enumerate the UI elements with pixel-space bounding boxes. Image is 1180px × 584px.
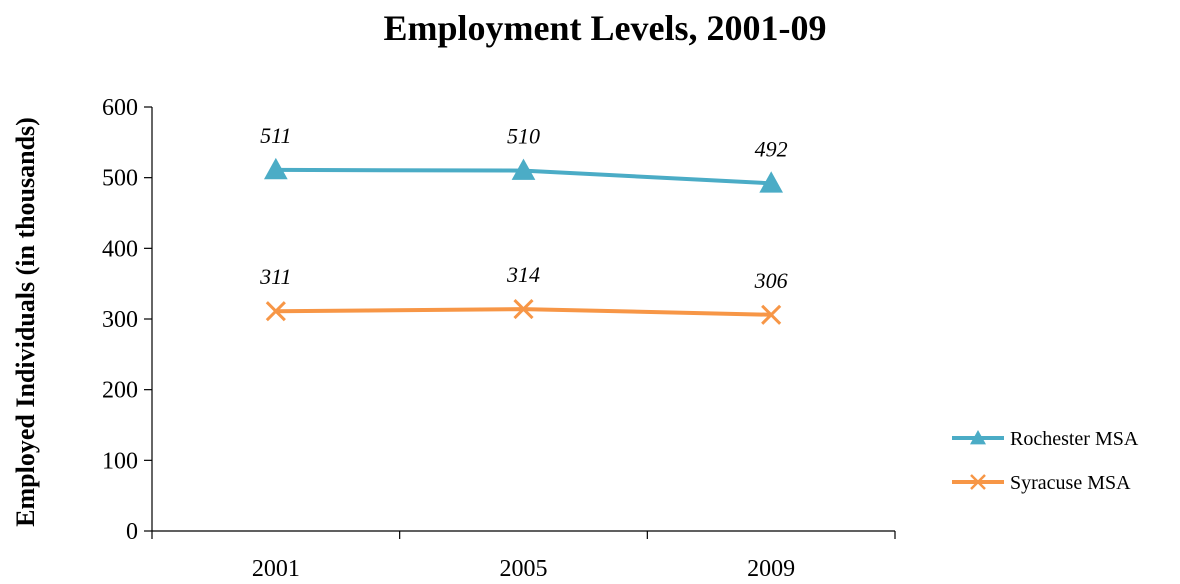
data-label-syracuse-msa: 306	[754, 268, 788, 293]
x-tick-label: 2001	[252, 556, 300, 582]
data-point-rochester-msa	[511, 158, 536, 180]
x-tick-label: 2005	[500, 556, 548, 582]
legend-label-rochester-msa: Rochester MSA	[1010, 428, 1139, 450]
data-label-syracuse-msa: 311	[259, 264, 291, 289]
chart-title: Employment Levels, 2001-09	[384, 8, 827, 48]
legend-item-syracuse-msa: Syracuse MSA	[952, 472, 1131, 494]
data-label-syracuse-msa: 314	[506, 262, 540, 287]
data-point-syracuse-msa-stroke	[265, 301, 286, 322]
series-syracuse-msa: 311 314 306	[259, 262, 788, 325]
data-point-rochester-msa	[759, 171, 784, 193]
y-axis-label: Employed Individuals (in thousands)	[11, 117, 40, 527]
y-tick-label: 0	[126, 519, 138, 545]
data-label-rochester-msa: 492	[755, 136, 788, 161]
y-tick-label: 100	[102, 448, 138, 474]
legend-label-syracuse-msa: Syracuse MSA	[1010, 472, 1131, 494]
legend: Rochester MSA Syracuse MSA	[952, 428, 1139, 494]
axes: 0 100 200 300 400 500 600 2001 2005 2009	[102, 95, 896, 582]
data-point-rochester-msa	[263, 157, 288, 180]
y-tick-label: 200	[102, 378, 138, 404]
y-tick-label: 400	[102, 236, 138, 262]
data-label-rochester-msa: 510	[507, 124, 540, 149]
y-tick-label: 300	[102, 307, 138, 333]
legend-item-rochester-msa: Rochester MSA	[952, 428, 1139, 450]
series-rochester-msa: 511 510 492	[260, 123, 788, 193]
data-point-syracuse-msa	[513, 299, 534, 320]
data-point-syracuse-msa-stroke	[513, 299, 534, 320]
y-tick-label: 500	[102, 166, 138, 192]
series-layer: 511 510 492 311 314 306	[259, 123, 788, 325]
x-tick-label: 2009	[747, 556, 795, 582]
legend-marker-rochester-msa	[970, 430, 986, 445]
y-tick-label: 600	[102, 95, 138, 121]
legend-marker-syracuse-msa	[970, 474, 986, 490]
data-point-syracuse-msa-stroke	[761, 304, 782, 325]
data-label-rochester-msa: 511	[260, 123, 291, 148]
data-point-syracuse-msa	[761, 304, 782, 325]
data-point-syracuse-msa	[265, 301, 286, 322]
